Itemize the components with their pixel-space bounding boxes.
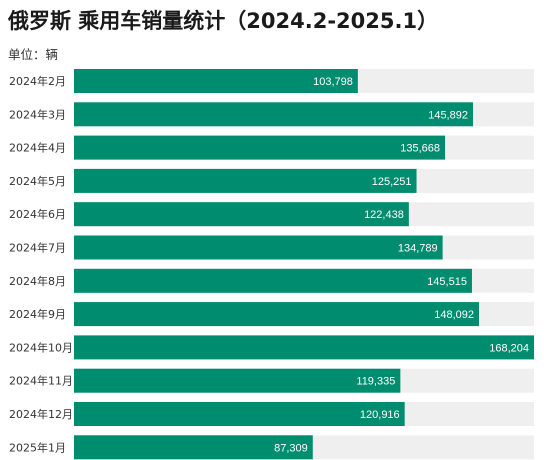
chart-title: 俄罗斯 乘用车销量统计（2024.2-2025.1） [8, 9, 439, 33]
data-label: 122,438 [364, 209, 404, 221]
category-label: 2024年6月 [9, 207, 66, 221]
data-label: 148,092 [434, 309, 474, 321]
bar [74, 202, 409, 227]
bar [74, 302, 479, 327]
bar [74, 435, 313, 460]
bar [74, 168, 417, 193]
data-label: 145,892 [428, 109, 468, 121]
bar [74, 69, 358, 93]
unit-label: 单位：辆 [8, 47, 59, 62]
data-label: 87,309 [274, 442, 308, 454]
category-label: 2024年5月 [9, 174, 66, 188]
bar [74, 368, 401, 393]
category-label: 2024年8月 [9, 274, 66, 288]
category-label: 2024年7月 [9, 241, 66, 255]
bar [74, 335, 534, 360]
data-label: 145,515 [427, 276, 467, 288]
category-label: 2024年2月 [9, 74, 66, 88]
data-label: 134,789 [398, 243, 438, 255]
category-label: 2024年9月 [9, 307, 66, 321]
data-label: 125,251 [372, 176, 412, 188]
category-label: 2024年10月 [9, 340, 73, 354]
category-label: 2025年1月 [9, 440, 66, 454]
data-label: 120,916 [360, 409, 400, 421]
data-label: 135,668 [400, 143, 440, 155]
bar [74, 102, 473, 127]
bar [74, 402, 405, 426]
data-label: 119,335 [356, 376, 395, 388]
category-label: 2024年4月 [9, 141, 66, 155]
bar [74, 235, 443, 260]
category-label: 2024年12月 [9, 407, 73, 421]
bar [74, 268, 472, 293]
bar [74, 135, 446, 160]
category-label: 2024年11月 [9, 374, 73, 388]
data-label: 168,204 [489, 342, 529, 354]
category-label: 2024年3月 [9, 107, 66, 121]
data-label: 103,798 [313, 76, 353, 88]
